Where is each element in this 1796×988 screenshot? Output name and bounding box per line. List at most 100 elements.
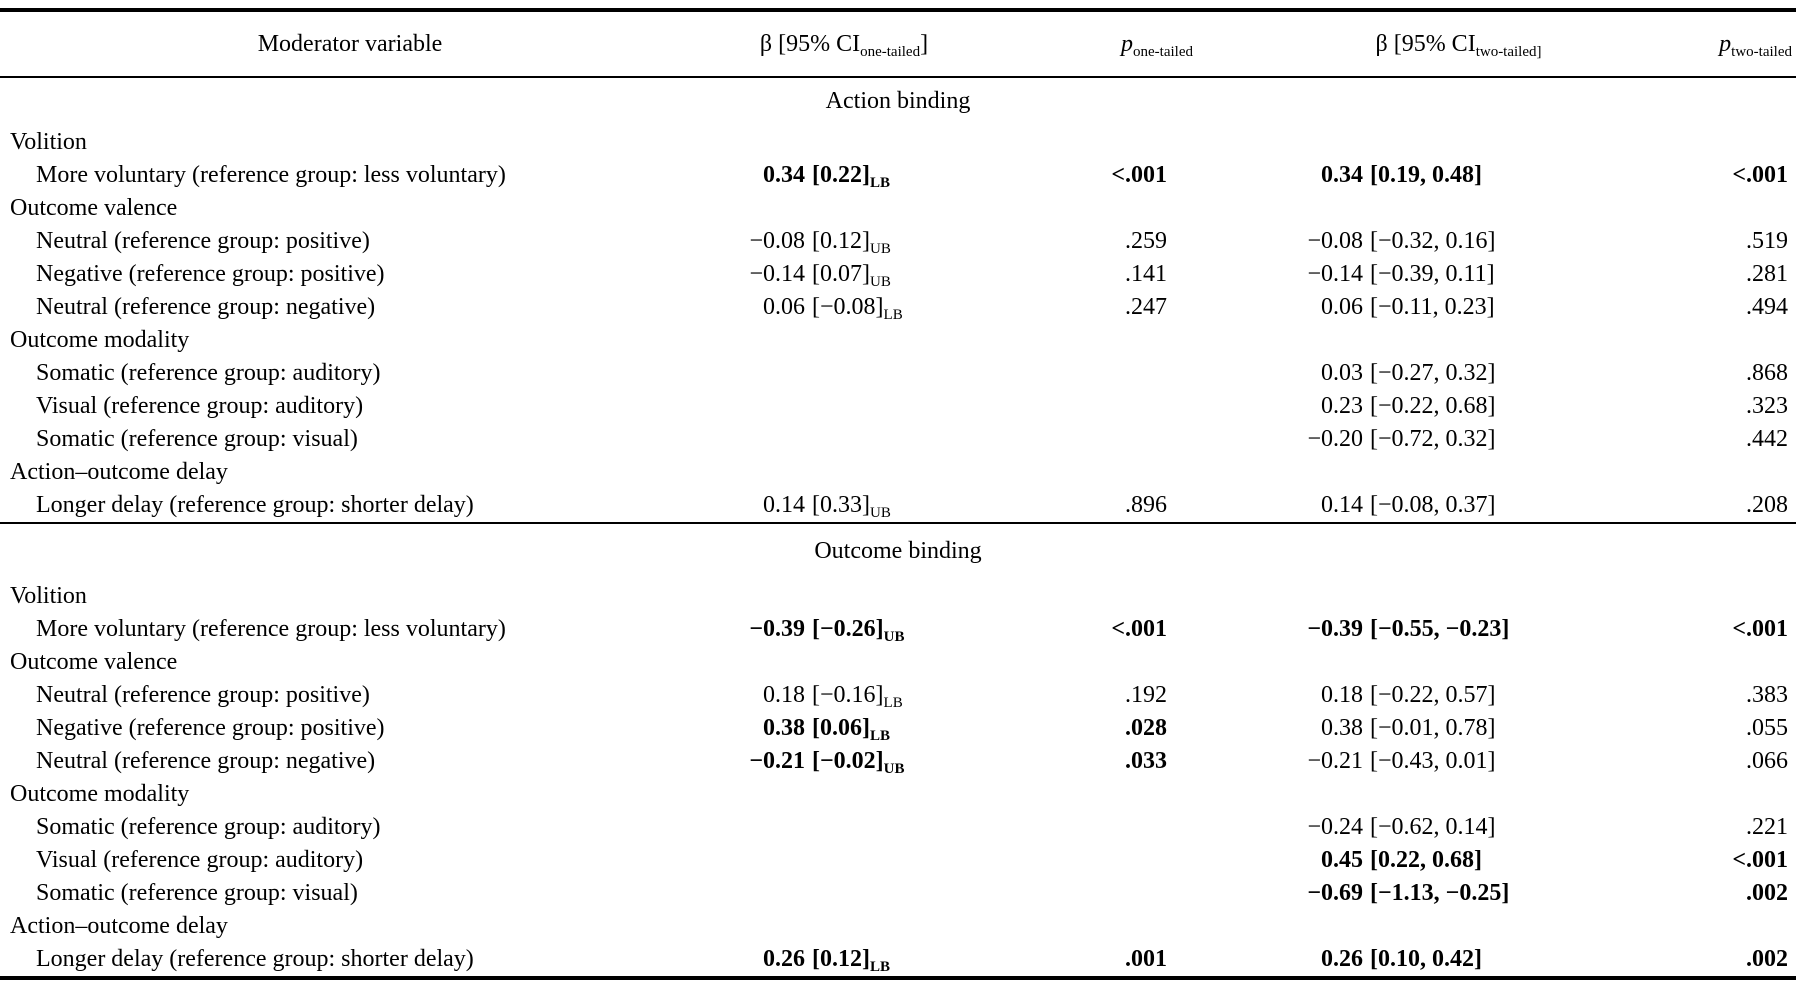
beta-value: −0.20 (1307, 425, 1363, 452)
beta-ci-two-tailed: 0.03 [−0.27, 0.32] (1245, 357, 1620, 390)
beta-ci-two-tailed: −0.08 [−0.32, 0.16] (1245, 225, 1620, 258)
beta-value: 0.18 (763, 681, 805, 708)
group-label: Volition (10, 582, 87, 609)
ci-value: [0.22, 0.68] (1370, 846, 1482, 873)
ci-bound-subscript: LB (869, 958, 890, 975)
p-one-tailed: .033 (1125, 747, 1167, 774)
moderator-label: Somatic (reference group: auditory) (36, 359, 381, 386)
moderator-label: Neutral (reference group: positive) (36, 227, 370, 254)
moderator-label: Longer delay (reference group: shorter d… (36, 945, 474, 972)
beta-ci-two-tailed: 0.14 [−0.08, 0.37] (1245, 489, 1620, 523)
p-one-tailed: .192 (1125, 681, 1167, 708)
ci-value: [−0.22, 0.68] (1370, 392, 1496, 419)
ci-bound-subscript: UB (883, 760, 905, 777)
table-row: Visual (reference group: auditory) 0.45 [0… (0, 844, 1796, 877)
moderator-label: Visual (reference group: auditory) (36, 392, 364, 419)
moderator-label: Longer delay (reference group: shorter d… (36, 491, 474, 518)
beta-value: 0.06 (1321, 293, 1363, 320)
group-label: Outcome modality (10, 326, 190, 353)
ci-value: [−0.02]UB (812, 747, 905, 777)
section-title: Outcome binding (0, 522, 1796, 580)
beta-ci-one-tailed (700, 811, 1030, 844)
p-one-tailed (1030, 423, 1245, 456)
ci-bound-subscript: LB (883, 306, 903, 323)
beta-value: −0.08 (1307, 227, 1363, 254)
table-row: Somatic (reference group: visual) −0.69 [−… (0, 877, 1796, 910)
p-one-tailed: .141 (1125, 260, 1167, 287)
p-two-tailed: <.001 (1732, 615, 1788, 642)
beta-ci-two-tailed: 0.38 [−0.01, 0.78] (1245, 712, 1620, 745)
p-one-tailed (1030, 390, 1245, 423)
ci-bound-subscript: UB (883, 628, 905, 645)
table-row: Negative (reference group: positive) −0.1… (0, 258, 1796, 291)
table-row: More voluntary (reference group: less vo… (0, 159, 1796, 192)
beta-ci-two-tailed: 0.34 [0.19, 0.48] (1245, 159, 1620, 192)
beta-value: −0.69 (1307, 879, 1363, 906)
group-label: Outcome modality (10, 780, 190, 807)
beta-ci-two-tailed: −0.69 [−1.13, −0.25] (1245, 877, 1620, 910)
ci-value: [0.22]LB (812, 161, 890, 191)
table-row: Neutral (reference group: positive) 0.18 [… (0, 679, 1796, 712)
p-one-tailed: .896 (1125, 491, 1167, 518)
group-label: Action–outcome delay (10, 458, 228, 485)
beta-value: 0.34 (763, 161, 805, 188)
beta-value: 0.38 (763, 714, 805, 741)
p-two-tailed: .066 (1746, 747, 1788, 774)
group-row: Volition (0, 126, 1796, 159)
table-row: Neutral (reference group: positive) −0.08… (0, 225, 1796, 258)
table-row: Longer delay (reference group: shorter d… (0, 943, 1796, 978)
ci-value: [−0.01, 0.78] (1370, 714, 1496, 741)
beta-ci-one-tailed: 0.18 [−0.16]LB (700, 679, 1030, 712)
moderator-label: Neutral (reference group: negative) (36, 747, 376, 774)
ci-value: [−0.27, 0.32] (1370, 359, 1496, 386)
table-row: Somatic (reference group: visual) −0.20 [−… (0, 423, 1796, 456)
ci-bound-subscript: UB (869, 240, 891, 257)
moderation-results-table: Moderator variable β [95% CIone-tailed] … (0, 8, 1796, 980)
ci-value: [−0.08, 0.37] (1370, 491, 1496, 518)
beta-ci-two-tailed: 0.26 [0.10, 0.42] (1245, 943, 1620, 978)
ci-value: [0.10, 0.42] (1370, 945, 1482, 972)
table-row: Negative (reference group: positive) 0.38… (0, 712, 1796, 745)
ci-bound-subscript: LB (869, 727, 890, 744)
p-one-tailed (1030, 811, 1245, 844)
beta-ci-two-tailed: −0.21 [−0.43, 0.01] (1245, 745, 1620, 778)
beta-value: 0.14 (1321, 491, 1363, 518)
ci-value: [0.12]LB (812, 945, 890, 975)
ci-value: [−0.08]LB (812, 293, 903, 323)
ci-value: [0.06]LB (812, 714, 890, 744)
beta-ci-one-tailed: 0.38 [0.06]LB (700, 712, 1030, 745)
p-one-tailed (1030, 844, 1245, 877)
beta-ci-one-tailed: 0.26 [0.12]LB (700, 943, 1030, 978)
p-one-tailed: .001 (1125, 945, 1167, 972)
beta-ci-one-tailed: −0.14 [0.07]UB (700, 258, 1030, 291)
ci-value: [−0.32, 0.16] (1370, 227, 1496, 254)
beta-ci-two-tailed: −0.20 [−0.72, 0.32] (1245, 423, 1620, 456)
beta-value: −0.24 (1307, 813, 1363, 840)
p-two-tailed: .494 (1746, 293, 1788, 320)
beta-ci-one-tailed (700, 844, 1030, 877)
beta-ci-one-tailed: 0.14 [0.33]UB (700, 489, 1030, 523)
group-row: Outcome valence (0, 646, 1796, 679)
group-label: Outcome valence (10, 648, 178, 675)
ci-value: [−0.16]LB (812, 681, 903, 711)
beta-value: 0.14 (763, 491, 805, 518)
group-label: Volition (10, 128, 87, 155)
beta-ci-one-tailed: 0.34 [0.22]LB (700, 159, 1030, 192)
header-p-one-tailed: pone-tailed (1030, 10, 1245, 78)
ci-value: [−0.11, 0.23] (1370, 293, 1495, 320)
ci-bound-subscript: LB (883, 694, 903, 711)
beta-ci-two-tailed: 0.23 [−0.22, 0.68] (1245, 390, 1620, 423)
ci-value: [−1.13, −0.25] (1370, 879, 1510, 906)
moderator-label: Somatic (reference group: visual) (36, 425, 358, 452)
table-row: Somatic (reference group: auditory) 0.03 [… (0, 357, 1796, 390)
beta-ci-one-tailed (700, 357, 1030, 390)
p-one-tailed (1030, 357, 1245, 390)
moderator-label: More voluntary (reference group: less vo… (36, 161, 506, 188)
beta-value: −0.08 (749, 227, 805, 254)
beta-ci-one-tailed (700, 423, 1030, 456)
moderator-label: Neutral (reference group: positive) (36, 681, 370, 708)
beta-value: −0.21 (749, 747, 805, 774)
moderator-label: Neutral (reference group: negative) (36, 293, 376, 320)
ci-bound-subscript: LB (869, 174, 890, 191)
beta-value: −0.14 (1307, 260, 1363, 287)
